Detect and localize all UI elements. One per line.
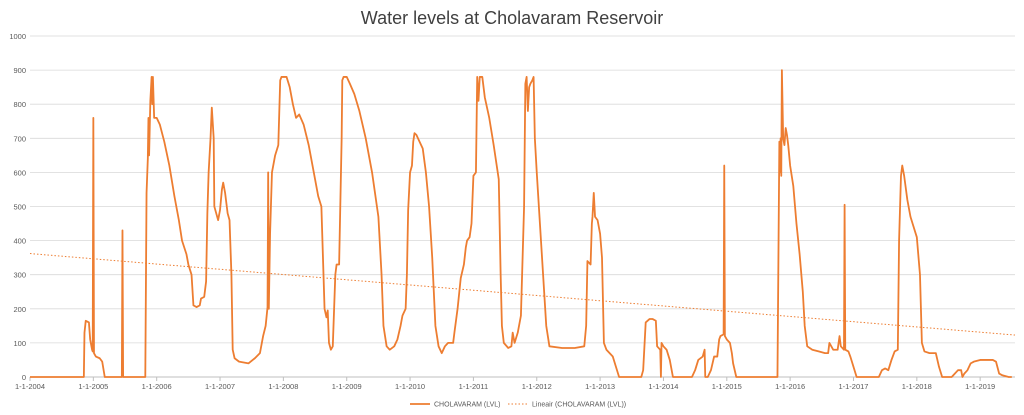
y-tick-label: 1000 — [9, 32, 26, 41]
legend-label-level: CHOLAVARAM (LVL) — [434, 402, 501, 409]
y-tick-label: 300 — [13, 271, 26, 280]
y-tick-label: 600 — [13, 168, 26, 177]
legend: CHOLAVARAM (LVL) Lineair (CHOLAVARAM (LV… — [410, 402, 626, 409]
x-tick-label: 1-1-2008 — [268, 382, 298, 391]
gridlines — [30, 35, 1015, 344]
x-tick-label: 1-1-2013 — [585, 382, 615, 391]
x-tick-label: 1-1-2005 — [78, 382, 108, 391]
x-tick-label: 1-1-2012 — [522, 382, 552, 391]
chart-title: Water levels at Cholavaram Reservoir — [361, 8, 663, 28]
y-tick-label: 800 — [13, 100, 26, 109]
y-tick-label: 700 — [13, 134, 26, 143]
x-tick-label: 1-1-2010 — [395, 382, 425, 391]
y-tick-label: 400 — [13, 237, 26, 246]
series-line-trend — [29, 253, 1016, 336]
x-tick-label: 1-1-2015 — [712, 382, 742, 391]
legend-label-trend: Lineair (CHOLAVARAM (LVL)) — [532, 402, 626, 409]
x-tick-label: 1-1-2007 — [205, 382, 235, 391]
x-tick-label: 1-1-2014 — [648, 382, 678, 391]
x-tick-label: 1-1-2011 — [459, 382, 488, 391]
x-tick-label: 1-1-2006 — [142, 382, 172, 391]
series-line-level — [30, 69, 1012, 378]
x-tick-label: 1-1-2016 — [775, 382, 805, 391]
x-tick-label: 1-1-2004 — [15, 382, 45, 391]
x-tick-label: 1-1-2019 — [965, 382, 995, 391]
y-axis: 0 100 200 300 400 500 600 700 800 900 1000 — [9, 32, 1015, 382]
x-tick-label: 1-1-2018 — [902, 382, 932, 391]
x-tick-label: 1-1-2017 — [838, 382, 868, 391]
y-tick-label: 200 — [13, 305, 26, 314]
series-group — [29, 69, 1016, 378]
x-tick-label: 1-1-2009 — [332, 382, 362, 391]
y-tick-label: 0 — [22, 373, 26, 382]
x-axis: 1-1-2004 1-1-2005 1-1-2006 1-1-2007 1-1-2008… — [15, 377, 995, 391]
y-tick-label: 100 — [13, 339, 26, 348]
y-tick-label: 500 — [13, 203, 26, 212]
y-tick-label: 900 — [13, 66, 26, 75]
